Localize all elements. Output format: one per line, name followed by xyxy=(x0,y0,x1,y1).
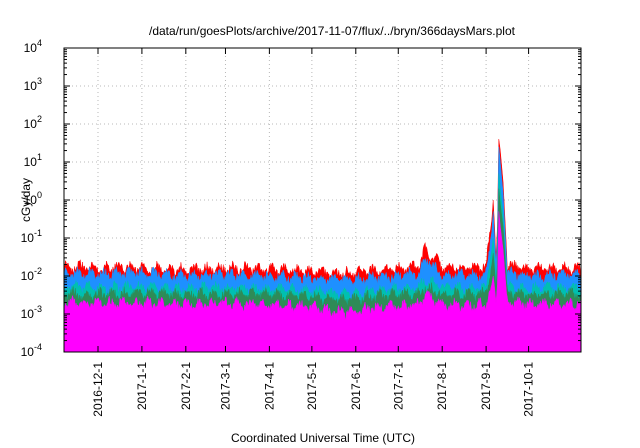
x-axis-title: Coordinated Universal Time (UTC) xyxy=(231,431,415,445)
x-tick-label: 2017-5-1 xyxy=(305,362,319,410)
x-tick-label: 2017-7-1 xyxy=(391,362,405,410)
y-tick-label: 102 xyxy=(24,114,42,131)
x-tick-label: 2017-3-1 xyxy=(218,362,232,410)
x-tick-label: 2017-8-1 xyxy=(435,362,449,410)
x-axis: 2016-12-1 2017-1-1 2017-2-1 2017-3-1 2017-4-… xyxy=(91,48,536,417)
y-tick-label: 100 xyxy=(24,190,42,207)
x-tick-label: 2017-2-1 xyxy=(179,362,193,410)
x-tick-label: 2017-9-1 xyxy=(479,362,493,410)
data-series-area xyxy=(63,211,582,353)
y-tick-label: 10-3 xyxy=(21,304,42,321)
x-tick-label: 2017-10-1 xyxy=(522,362,536,417)
y-tick-label: 101 xyxy=(24,152,42,169)
x-tick-label: 2017-1-1 xyxy=(135,362,149,410)
x-tick-label: 2016-12-1 xyxy=(91,362,105,417)
y-tick-label: 10-4 xyxy=(21,342,42,359)
y-axis: 10-4 10-3 10-2 10-1 100 101 102 103 104 xyxy=(21,38,581,359)
x-tick-label: 2017-6-1 xyxy=(349,362,363,410)
gridlines xyxy=(64,48,581,352)
y-tick-label: 104 xyxy=(24,38,42,55)
y-tick-label: 10-1 xyxy=(21,228,42,245)
y-tick-label: 10-2 xyxy=(21,266,42,283)
chart-title: /data/run/goesPlots/archive/2017-11-07/f… xyxy=(149,24,516,38)
x-tick-label: 2017-4-1 xyxy=(262,362,276,410)
y-axis-title: cGy/day xyxy=(19,178,33,222)
y-tick-label: 103 xyxy=(24,76,42,93)
series-layer xyxy=(63,139,582,353)
